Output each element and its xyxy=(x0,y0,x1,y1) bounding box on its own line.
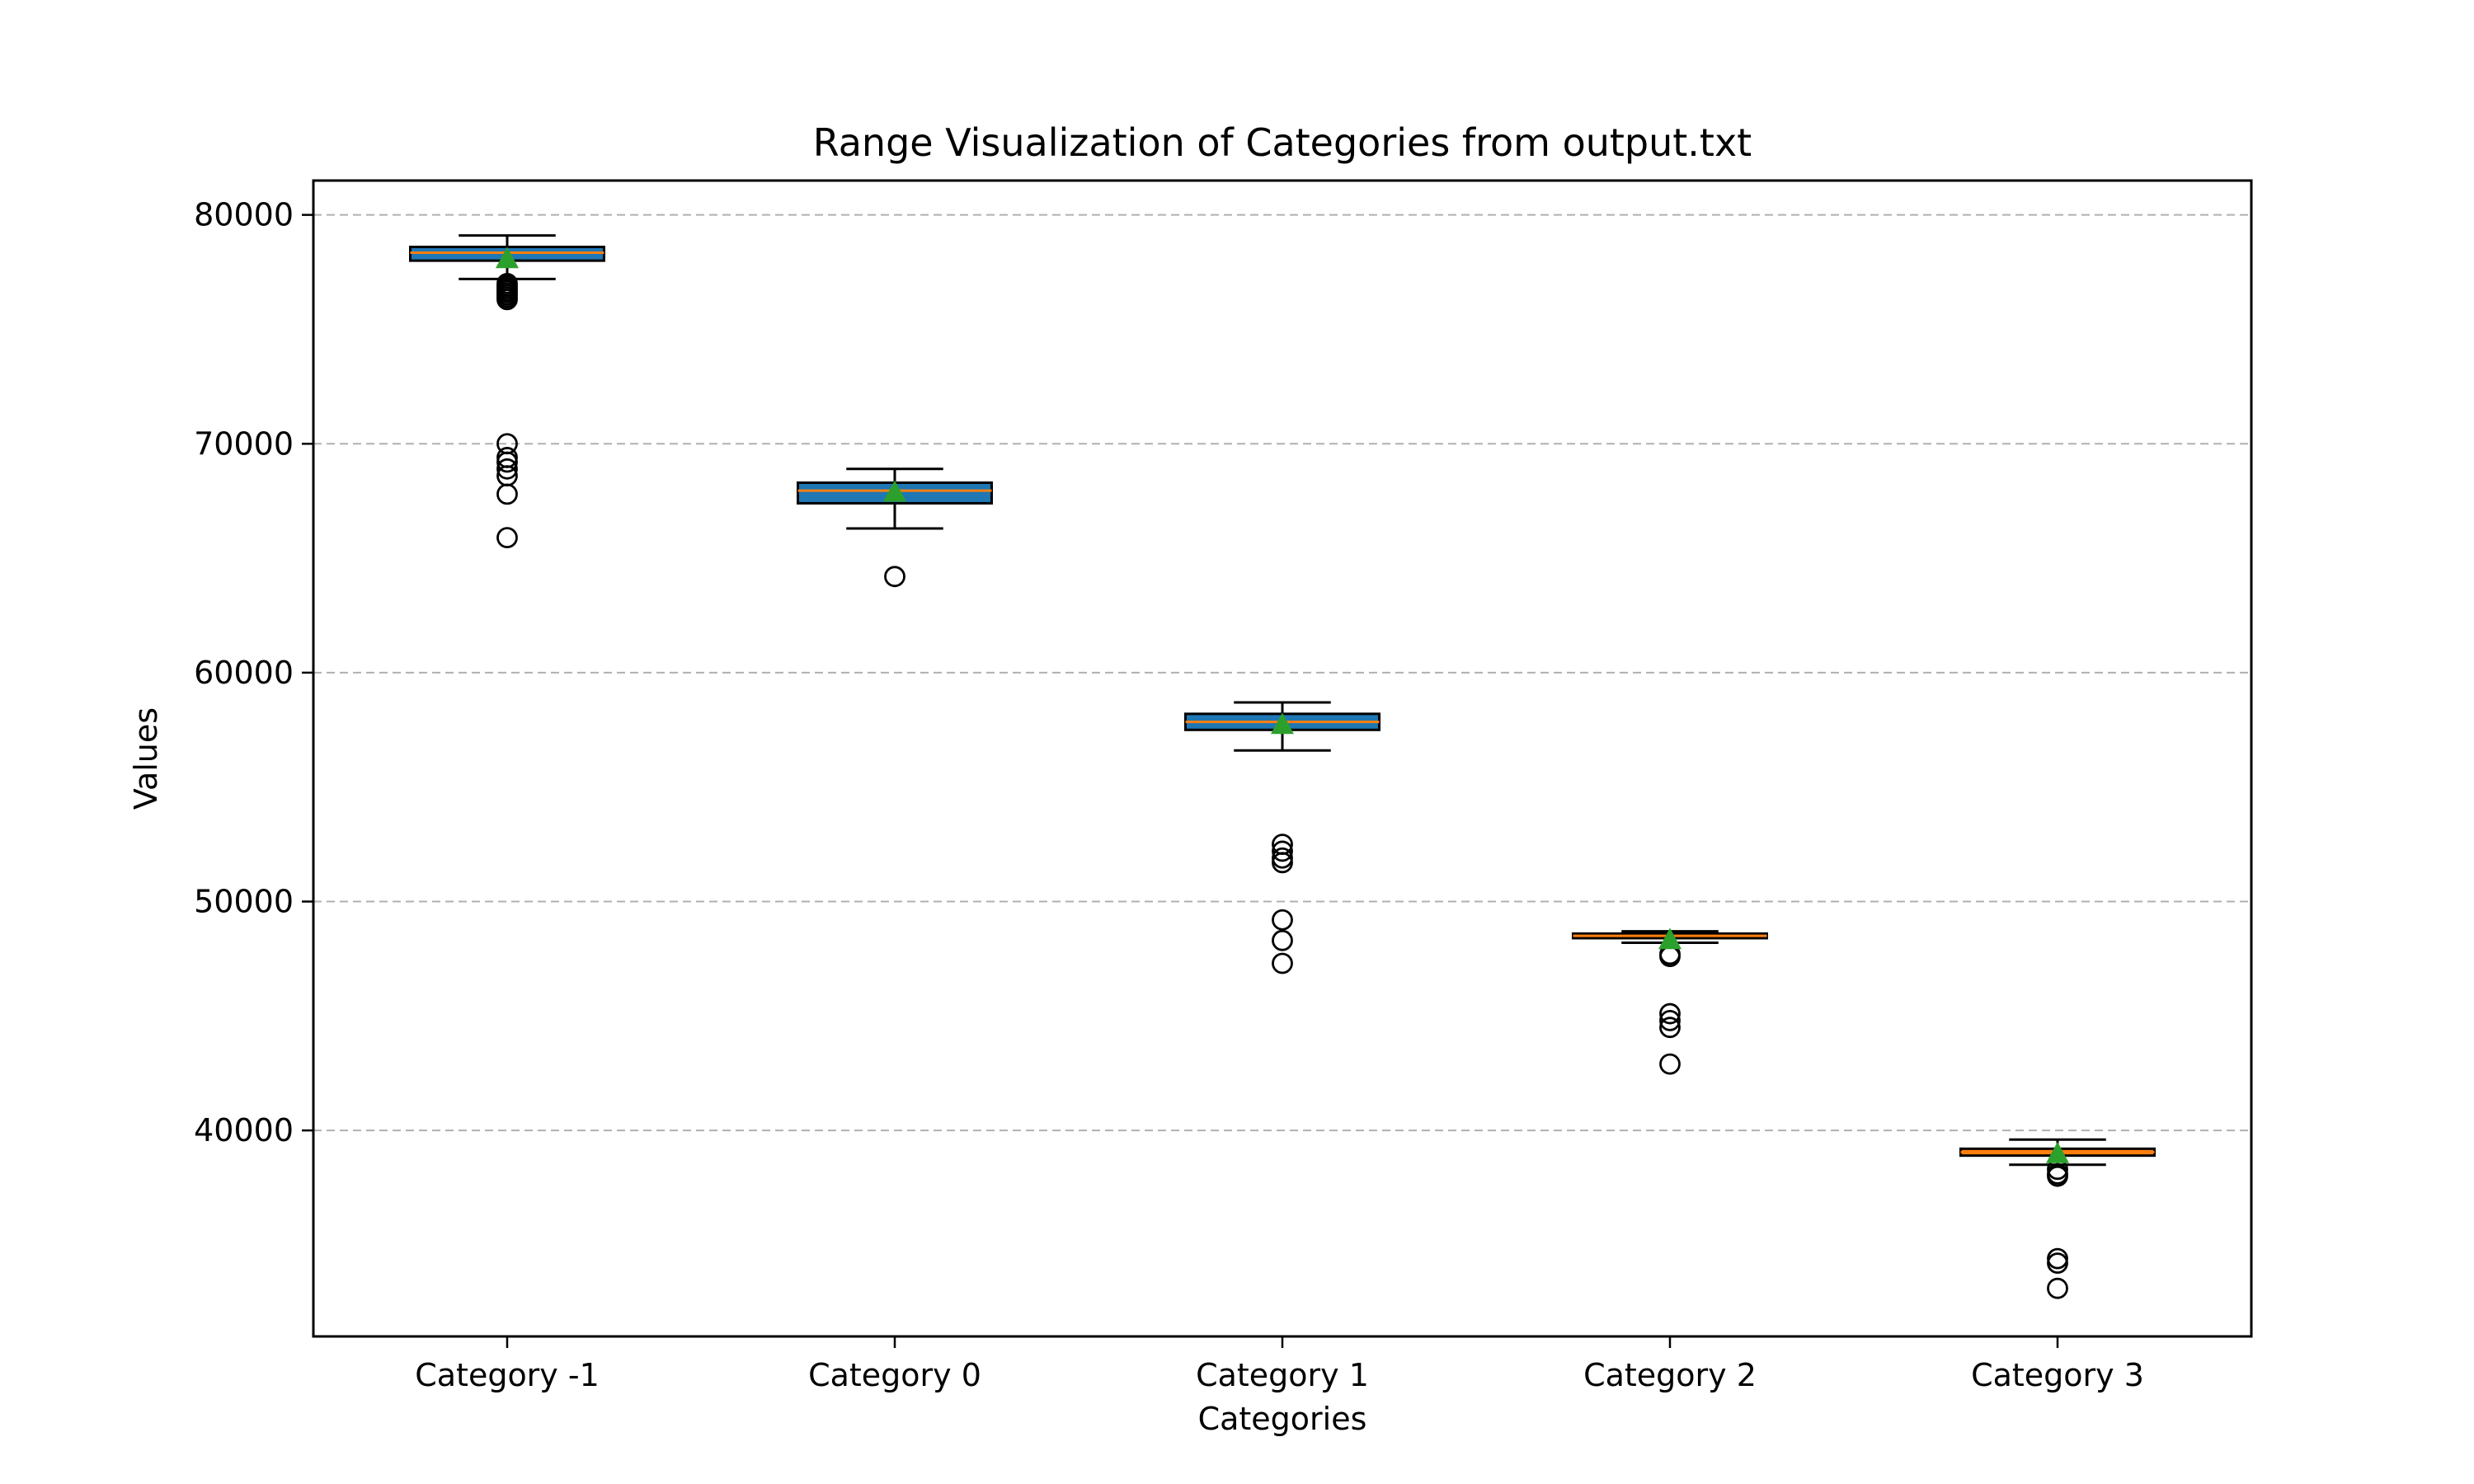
outlier-point xyxy=(1659,1053,1681,1075)
outlier-point xyxy=(1272,909,1293,931)
box-group xyxy=(1184,701,1380,974)
outlier-point xyxy=(496,451,518,473)
outlier-point xyxy=(1272,952,1293,974)
outlier-point xyxy=(496,458,518,480)
mean-marker xyxy=(496,247,519,269)
outlier-point xyxy=(2047,1252,2068,1275)
x-tick-label: Category 1 xyxy=(1196,1357,1369,1393)
outlier-point xyxy=(2047,1277,2068,1299)
axis-ticks: 40000 50000 60000 70000 80000 Category -1 Cate… xyxy=(194,197,2144,1393)
outlier-point xyxy=(1272,929,1293,951)
box-group xyxy=(1572,928,1768,1075)
outlier-point xyxy=(1272,852,1293,874)
x-tick-label: Category 3 xyxy=(1971,1357,2144,1393)
x-tick-label: Category -1 xyxy=(415,1357,600,1393)
outlier-point xyxy=(1659,1003,1681,1025)
outlier-point xyxy=(884,566,905,588)
outlier-point xyxy=(1659,1017,1681,1039)
box-group xyxy=(1959,1138,2156,1299)
mean-marker xyxy=(883,480,906,502)
y-tick-label: 40000 xyxy=(194,1112,294,1148)
outlier-point xyxy=(496,483,518,505)
y-tick-label: 50000 xyxy=(194,884,294,920)
grid-lines xyxy=(313,214,2251,1132)
y-tick-label: 80000 xyxy=(194,197,294,233)
chart-title: Range Visualization of Categories from o… xyxy=(813,120,1752,165)
outlier-point xyxy=(496,273,518,294)
x-tick-label: Category 2 xyxy=(1583,1357,1757,1393)
outlier-point xyxy=(1659,1009,1681,1031)
x-tick-label: Category 0 xyxy=(808,1357,981,1393)
y-tick-label: 60000 xyxy=(194,655,294,691)
box-group xyxy=(797,467,993,588)
y-tick-label: 70000 xyxy=(194,425,294,462)
x-axis-label: Categories xyxy=(1198,1401,1367,1437)
y-axis-label: Values xyxy=(128,707,164,810)
outlier-point xyxy=(1272,840,1293,862)
mean-marker xyxy=(2046,1141,2069,1163)
box-plots xyxy=(409,234,2156,1299)
outlier-point xyxy=(2047,1165,2068,1187)
outlier-point xyxy=(496,527,518,548)
box-group xyxy=(409,234,605,548)
mean-marker xyxy=(1658,928,1681,950)
mean-marker xyxy=(1271,712,1294,735)
